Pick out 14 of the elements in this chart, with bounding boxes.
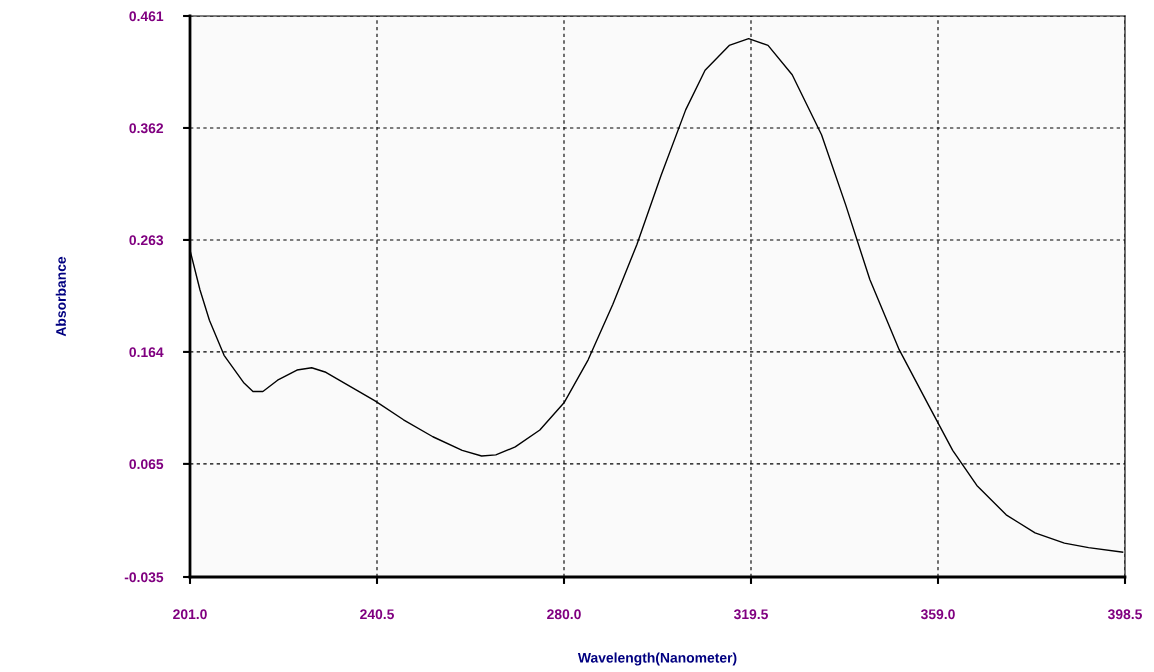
y-tick-label: 0.362 xyxy=(129,123,164,134)
y-tick-label: -0.035 xyxy=(124,572,164,583)
y-tick-label: 0.461 xyxy=(129,11,164,22)
y-tick-label: 0.263 xyxy=(129,235,164,246)
x-tick-label: 359.0 xyxy=(920,609,955,620)
y-axis-title: Absorbance xyxy=(55,256,66,337)
x-tick-label: 201.0 xyxy=(173,609,207,620)
x-axis-title: Wavelength(Nanometer) xyxy=(577,652,737,666)
x-tick-label: 319.5 xyxy=(733,609,768,620)
y-tick-label: 0.164 xyxy=(129,347,164,358)
y-tick-label: 0.065 xyxy=(129,459,164,470)
x-tick-label: 280.0 xyxy=(547,609,581,620)
x-tick-label: 240.5 xyxy=(360,609,394,620)
x-tick-label: 398.5 xyxy=(1107,609,1142,620)
